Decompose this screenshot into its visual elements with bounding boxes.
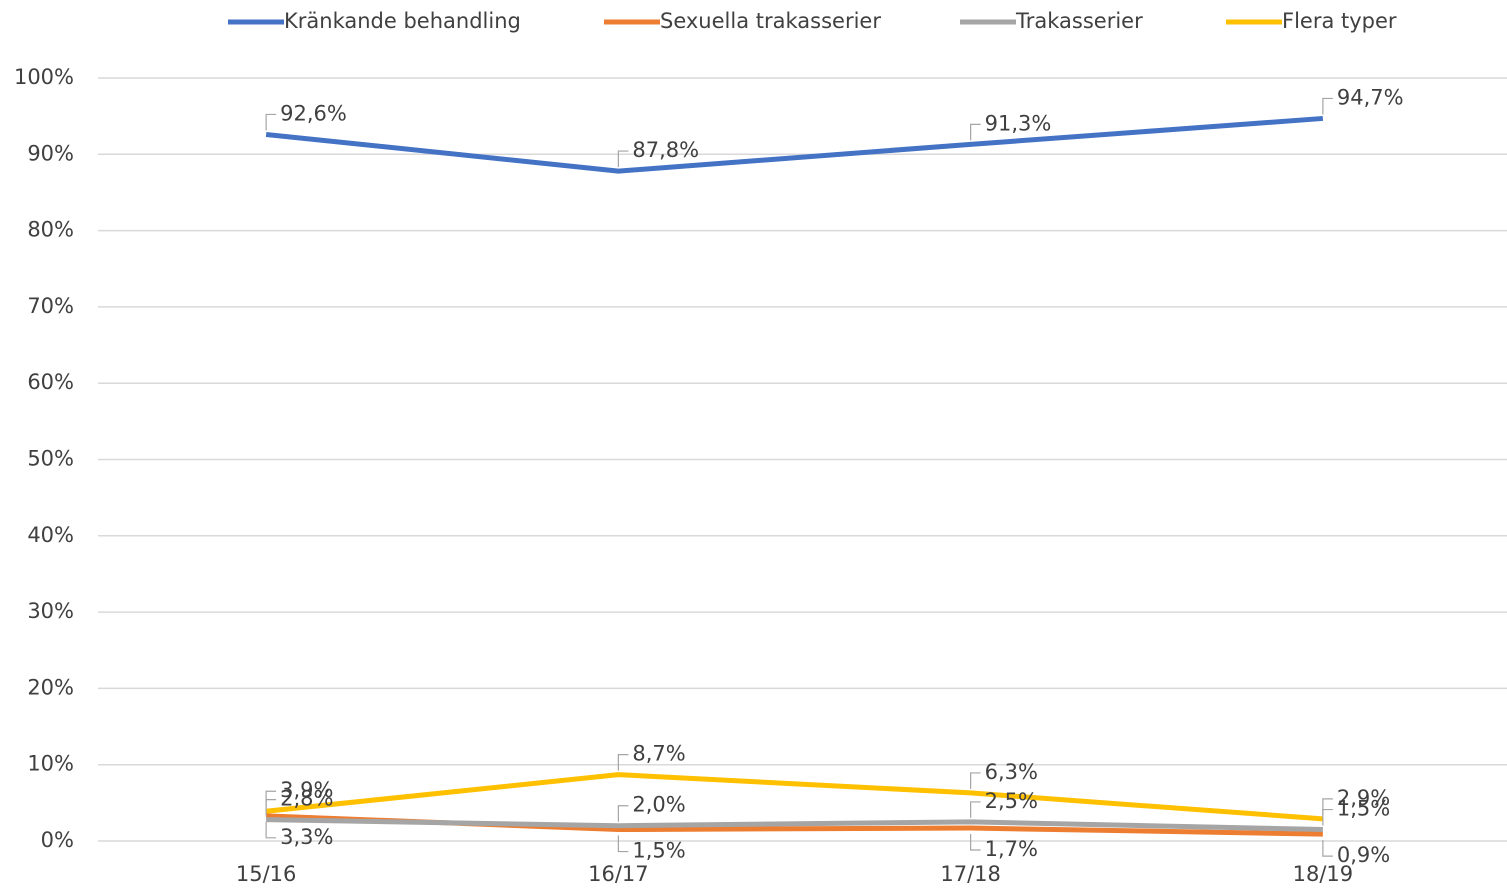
legend-label: Sexuella trakasserier [660, 9, 881, 33]
label-leader [265, 790, 277, 808]
data-label: 87,8% [632, 138, 699, 162]
data-label: 91,3% [985, 111, 1052, 135]
series-line [266, 817, 1323, 833]
series-line [265, 772, 1324, 822]
label-leader [970, 772, 981, 789]
data-label: 3,9% [280, 778, 333, 802]
legend-label: Trakasserier [1015, 9, 1143, 33]
label-leader [970, 801, 981, 818]
label-leader [1322, 840, 1333, 857]
label-leader [617, 150, 629, 168]
data-label: 8,7% [632, 742, 685, 766]
data-label: 6,3% [985, 760, 1038, 784]
y-tick-label: 90% [27, 141, 74, 165]
x-tick-label: 16/17 [588, 862, 649, 886]
label-leader [265, 113, 277, 131]
data-label: 2,8% [280, 787, 333, 811]
y-tick-label: 20% [27, 675, 74, 699]
data-label: 0,9% [1337, 843, 1390, 867]
x-tick-label: 15/16 [236, 862, 297, 886]
data-label: 1,7% [985, 837, 1038, 861]
y-tick-label: 100% [14, 65, 74, 89]
label-leader [617, 835, 629, 853]
data-label: 2,0% [632, 793, 685, 817]
data-label: 2,5% [985, 789, 1038, 813]
x-tick-label: 18/19 [1293, 862, 1354, 886]
legend-label: Kränkande behandling [284, 9, 521, 33]
y-tick-label: 60% [27, 370, 74, 394]
data-label: 3,3% [280, 825, 333, 849]
y-tick-label: 80% [27, 218, 74, 242]
label-leader [1322, 798, 1333, 815]
data-label: 2,9% [1337, 786, 1390, 810]
y-tick-label: 50% [27, 447, 74, 471]
y-tick-label: 70% [27, 294, 74, 318]
x-tick-label: 17/18 [940, 862, 1001, 886]
series-line [265, 115, 1324, 174]
label-leader [617, 805, 629, 822]
label-leader [1322, 808, 1333, 826]
label-leader [617, 754, 629, 771]
y-tick-label: 0% [41, 828, 74, 852]
label-leader [1322, 97, 1333, 115]
label-leader [970, 123, 981, 141]
y-tick-label: 30% [27, 599, 74, 623]
data-label: 1,5% [1337, 797, 1390, 821]
label-leader [265, 821, 277, 839]
legend-label: Flera typer [1282, 9, 1397, 33]
data-label: 1,5% [632, 839, 685, 863]
y-tick-label: 10% [27, 752, 74, 776]
data-label: 92,6% [280, 101, 347, 125]
data-label: 94,7% [1337, 85, 1404, 109]
y-tick-label: 40% [27, 523, 74, 547]
label-leader [970, 834, 981, 851]
